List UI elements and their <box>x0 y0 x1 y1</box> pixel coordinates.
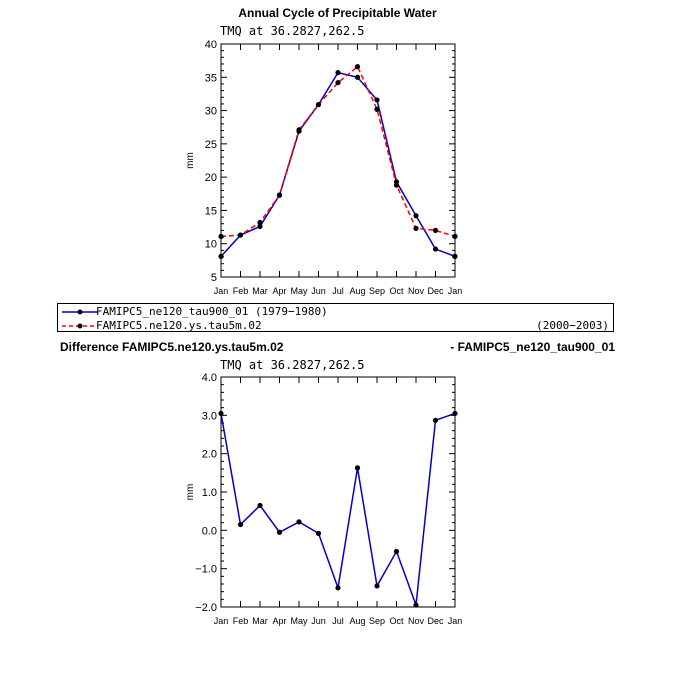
chart1-ytick-label: 15 <box>205 205 217 217</box>
chart2-xtick-label: Aug <box>349 616 365 626</box>
chart1-ytick-label: 10 <box>205 239 217 251</box>
legend-swatch-solid-blue <box>62 309 98 315</box>
chart1-series-2-point <box>257 219 263 226</box>
chart1-ytick-label: 40 <box>205 39 217 51</box>
legend: FAMIPC5_ne120_tau900_01 (1979−1980) FAMI… <box>57 303 614 332</box>
chart2-ytick-label: 1.0 <box>202 487 217 499</box>
chart1-series-2-point <box>218 233 224 239</box>
chart2-ytick-label: 0.0 <box>202 525 217 537</box>
chart2-series-1-point <box>257 502 263 509</box>
chart1-xtick-label: Apr <box>272 286 286 296</box>
chart1-xtick-label: Dec <box>427 286 444 296</box>
chart2-series-1-point <box>335 585 341 591</box>
chart1-series-1-point <box>452 253 458 259</box>
chart1-ytick-label: 25 <box>205 139 217 151</box>
chart1-series-2-point <box>413 225 419 232</box>
chart2-series-1-point <box>218 410 224 417</box>
chart1-xtick-label: May <box>290 286 308 296</box>
chart2-title-right: - FAMIPC5_ne120_tau900_01 <box>450 340 615 354</box>
chart2-series-1-point <box>374 583 380 589</box>
legend-period-2: (2000−2003) <box>536 319 609 332</box>
chart1-series-2-point <box>452 233 458 239</box>
chart2-series-1-point <box>413 602 419 608</box>
chart1-series-2-point <box>374 106 380 112</box>
chart2-xtick-label: Jan <box>448 616 463 626</box>
chart2-series-line-1 <box>220 412 456 606</box>
chart1-plot: 5 10 15 20 25 30 35 40 Jan Feb Mar Apr May Jun Jul Aug S… <box>185 39 463 296</box>
chart2-ylabel: mm <box>185 484 196 501</box>
chart1-ytick-label: 35 <box>205 72 217 84</box>
chart2-ytick-label: 2.0 <box>202 449 217 461</box>
legend-label-2: FAMIPC5.ne120.ys.tau5m.02 <box>96 319 262 332</box>
chart1-ytick-label: 5 <box>211 272 217 284</box>
chart2-xtick-label: Sep <box>369 616 385 626</box>
chart2-xtick-label: Dec <box>427 616 444 626</box>
chart1-xtick-label: Feb <box>233 286 249 296</box>
chart2-subtitle: TMQ at 36.2827,262.5 <box>220 358 365 372</box>
chart2-xtick-label: May <box>290 616 308 626</box>
chart1-xtick-label: Jul <box>332 286 344 296</box>
chart1-xtick-label: Mar <box>252 286 268 296</box>
chart1-series-1-point <box>218 253 224 259</box>
chart1-subtitle: TMQ at 36.2827,262.5 <box>220 24 365 38</box>
chart1-series-1-point <box>432 246 439 252</box>
chart1-series-2-point <box>296 127 302 133</box>
chart1-series-1-point <box>413 213 419 219</box>
chart1-series-2-point <box>393 182 400 188</box>
chart2-xtick-label: Jul <box>332 616 344 626</box>
chart2-xtick-label: Apr <box>272 616 286 626</box>
chart1-series-1-point <box>335 70 341 76</box>
chart2-ytick-label: −2.0 <box>195 602 217 614</box>
chart2-series-1-point <box>237 521 244 528</box>
legend-row-2: FAMIPC5.ne120.ys.tau5m.02 (2000−2003) <box>58 319 613 333</box>
chart2-series-1-point <box>296 519 302 525</box>
chart1-series-2-point <box>354 64 361 70</box>
chart2-xtick-label: Mar <box>252 616 268 626</box>
chart2-series-1-point <box>276 529 283 535</box>
chart1-series-2-point <box>432 227 439 233</box>
chart1-xtick-label: Sep <box>369 286 385 296</box>
chart1-xtick-label: Jan <box>448 286 463 296</box>
chart2-xtick-label: Feb <box>233 616 249 626</box>
legend-swatch-dashed-red <box>62 323 98 329</box>
chart1-xtick-label: Jan <box>214 286 229 296</box>
chart1-series-1-point <box>374 97 380 103</box>
chart2-series-1-point <box>354 465 361 471</box>
chart1-title: Annual Cycle of Precipitable Water <box>0 6 675 20</box>
chart2-xtick-label: Oct <box>389 616 404 626</box>
chart1-series-2-point <box>315 101 322 108</box>
chart2-series-1-point <box>452 410 458 417</box>
chart2-series-1-point <box>315 530 322 537</box>
chart1-xtick-label: Jun <box>311 286 326 296</box>
chart1-xtick-label: Nov <box>408 286 425 296</box>
chart1-series-2-point <box>335 80 341 86</box>
chart2-ytick-label: 4.0 <box>202 372 217 384</box>
chart2-title-left: Difference FAMIPC5.ne120.ys.tau5m.02 <box>60 340 284 354</box>
chart2-xtick-label: Nov <box>408 616 425 626</box>
chart2-xtick-label: Jun <box>311 616 326 626</box>
chart1-xtick-label: Aug <box>349 286 365 296</box>
legend-row-1: FAMIPC5_ne120_tau900_01 (1979−1980) <box>58 305 613 319</box>
chart1-xtick-label: Oct <box>389 286 404 296</box>
legend-label-1: FAMIPC5_ne120_tau900_01 (1979−1980) <box>96 305 328 318</box>
chart2-ytick-label: −1.0 <box>195 564 217 576</box>
chart2-ytick-label: 3.0 <box>202 410 217 422</box>
chart1-ylabel: mm <box>185 152 196 169</box>
chart1-series-2-point <box>237 232 244 238</box>
chart1-series-2-point <box>276 192 283 198</box>
chart2-xtick-label: Jan <box>214 616 229 626</box>
chart1-ytick-label: 20 <box>205 172 217 184</box>
chart1-title-text: Annual Cycle of Precipitable Water <box>238 6 437 20</box>
chart2-series-1-point <box>432 417 439 423</box>
chart2-series-1-point <box>393 548 400 555</box>
chart1-ytick-label: 30 <box>205 106 217 118</box>
chart1-series-1-point <box>354 74 361 80</box>
chart1-series-1-point <box>257 223 263 230</box>
